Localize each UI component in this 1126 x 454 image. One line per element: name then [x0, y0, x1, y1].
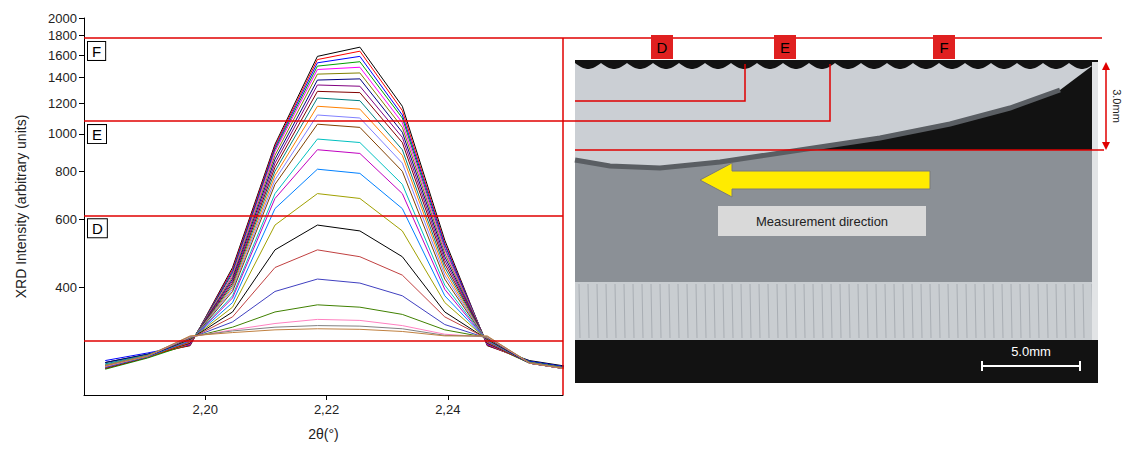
svg-text:2000: 2000	[48, 11, 77, 26]
svg-text:E: E	[92, 126, 102, 143]
svg-text:5.0mm: 5.0mm	[1011, 344, 1051, 359]
svg-text:2θ(°): 2θ(°)	[308, 426, 339, 442]
svg-text:1000: 1000	[48, 126, 77, 141]
svg-text:Measurement direction: Measurement direction	[756, 214, 888, 229]
svg-text:400: 400	[55, 280, 77, 295]
svg-text:E: E	[780, 39, 790, 56]
svg-text:XRD Intensity (arbitrary units: XRD Intensity (arbitrary units)	[13, 115, 29, 299]
svg-text:D: D	[92, 220, 103, 237]
svg-text:2,24: 2,24	[435, 402, 460, 417]
svg-text:1400: 1400	[48, 70, 77, 85]
svg-text:1800: 1800	[48, 28, 77, 43]
svg-text:F: F	[939, 39, 948, 56]
svg-text:1200: 1200	[48, 96, 77, 111]
svg-text:2,22: 2,22	[314, 402, 339, 417]
svg-text:1600: 1600	[48, 48, 77, 63]
svg-text:2,20: 2,20	[193, 402, 218, 417]
svg-text:3.0mm: 3.0mm	[1111, 89, 1123, 123]
svg-text:F: F	[92, 43, 101, 60]
svg-text:800: 800	[55, 164, 77, 179]
svg-text:D: D	[657, 39, 668, 56]
svg-text:600: 600	[55, 212, 77, 227]
